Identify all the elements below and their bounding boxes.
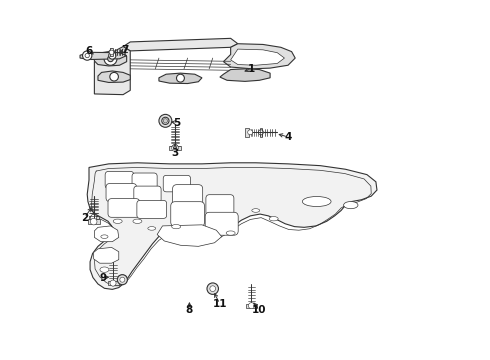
- Polygon shape: [88, 220, 99, 224]
- Circle shape: [82, 51, 92, 60]
- Circle shape: [162, 117, 169, 125]
- Text: 11: 11: [213, 299, 227, 309]
- Polygon shape: [223, 44, 295, 69]
- Ellipse shape: [172, 225, 181, 229]
- Ellipse shape: [269, 217, 278, 221]
- Circle shape: [120, 277, 125, 282]
- Polygon shape: [170, 146, 180, 149]
- Polygon shape: [246, 304, 257, 308]
- Polygon shape: [231, 49, 285, 65]
- Polygon shape: [95, 51, 126, 66]
- FancyBboxPatch shape: [132, 173, 157, 188]
- Polygon shape: [89, 216, 99, 219]
- Text: 10: 10: [252, 305, 267, 315]
- Polygon shape: [157, 225, 221, 246]
- Polygon shape: [159, 73, 202, 84]
- Text: 5: 5: [173, 118, 180, 128]
- Text: 6: 6: [85, 46, 93, 56]
- Polygon shape: [94, 247, 119, 263]
- FancyBboxPatch shape: [105, 171, 134, 189]
- Ellipse shape: [101, 235, 108, 238]
- FancyBboxPatch shape: [106, 184, 137, 202]
- Ellipse shape: [343, 202, 358, 209]
- Polygon shape: [169, 146, 181, 150]
- Circle shape: [248, 303, 254, 309]
- FancyBboxPatch shape: [137, 201, 167, 219]
- Polygon shape: [123, 39, 238, 51]
- Text: 8: 8: [186, 305, 193, 315]
- Ellipse shape: [133, 219, 142, 224]
- FancyBboxPatch shape: [206, 195, 234, 216]
- FancyBboxPatch shape: [134, 186, 161, 203]
- Circle shape: [210, 286, 216, 292]
- Circle shape: [104, 52, 117, 65]
- Circle shape: [163, 119, 168, 123]
- Polygon shape: [110, 48, 112, 56]
- Polygon shape: [95, 46, 130, 95]
- Text: 7: 7: [121, 45, 128, 55]
- Circle shape: [159, 114, 172, 127]
- Ellipse shape: [118, 275, 127, 280]
- Polygon shape: [87, 163, 377, 289]
- Circle shape: [109, 52, 116, 59]
- Circle shape: [207, 283, 219, 294]
- Ellipse shape: [302, 197, 331, 207]
- Ellipse shape: [148, 226, 156, 230]
- Polygon shape: [245, 128, 248, 137]
- Circle shape: [176, 74, 184, 82]
- Text: 9: 9: [100, 273, 107, 283]
- Text: 3: 3: [172, 148, 179, 158]
- Ellipse shape: [252, 209, 260, 212]
- Circle shape: [117, 275, 127, 285]
- Polygon shape: [260, 128, 262, 136]
- Text: 2: 2: [81, 213, 88, 222]
- Ellipse shape: [113, 219, 122, 224]
- FancyBboxPatch shape: [108, 199, 140, 217]
- Circle shape: [109, 50, 114, 55]
- Polygon shape: [98, 71, 130, 82]
- Circle shape: [90, 218, 97, 225]
- Text: 1: 1: [248, 64, 255, 74]
- FancyBboxPatch shape: [172, 185, 203, 208]
- Circle shape: [172, 145, 178, 152]
- FancyBboxPatch shape: [205, 212, 238, 235]
- Circle shape: [108, 56, 113, 62]
- Polygon shape: [95, 226, 119, 242]
- Polygon shape: [220, 69, 270, 81]
- Circle shape: [110, 280, 116, 286]
- Circle shape: [110, 72, 119, 81]
- Circle shape: [172, 144, 178, 150]
- Polygon shape: [80, 52, 126, 59]
- FancyBboxPatch shape: [163, 175, 191, 192]
- Polygon shape: [107, 281, 119, 285]
- FancyBboxPatch shape: [171, 202, 204, 226]
- Polygon shape: [110, 48, 113, 57]
- Ellipse shape: [100, 267, 109, 273]
- Circle shape: [248, 130, 253, 135]
- Circle shape: [91, 214, 97, 221]
- Text: 4: 4: [284, 132, 292, 142]
- Ellipse shape: [226, 231, 235, 235]
- Circle shape: [109, 50, 113, 54]
- Circle shape: [258, 130, 264, 135]
